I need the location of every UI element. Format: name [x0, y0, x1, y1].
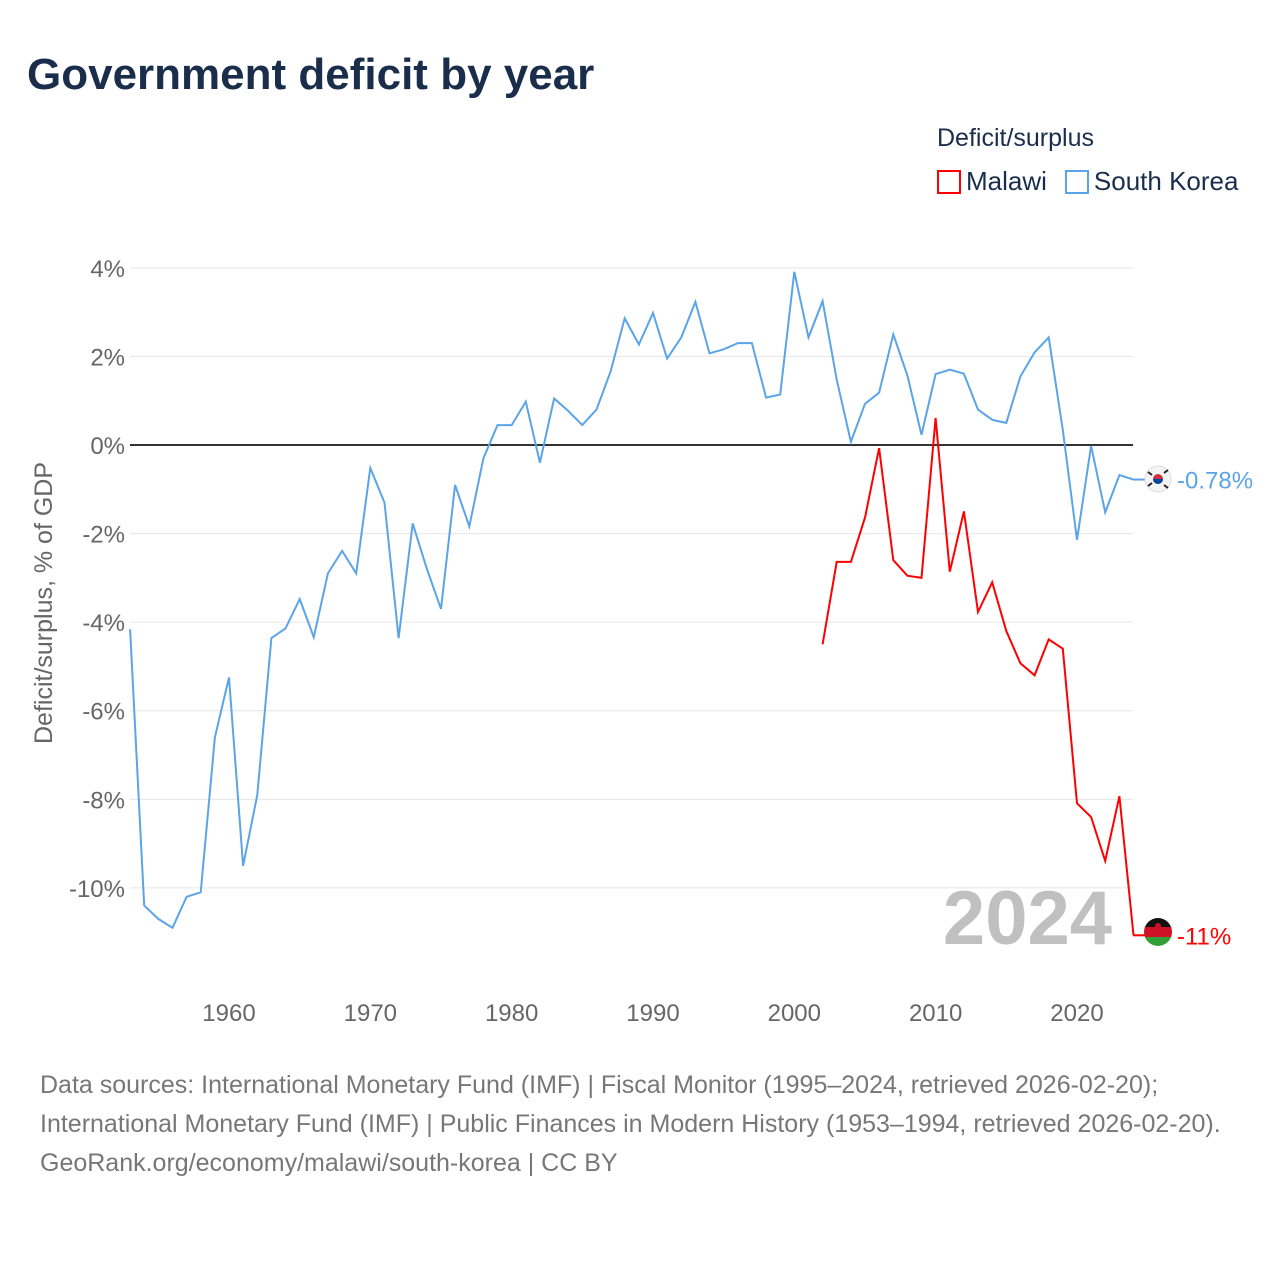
y-tick-label: -8% [82, 787, 125, 814]
x-tick-label: 2000 [768, 1000, 821, 1027]
y-tick-label: -6% [82, 699, 125, 726]
chart-title: Government deficit by year [27, 50, 595, 99]
y-tick-label: -4% [82, 610, 125, 637]
line-chart: 4% 2% 0% -2% -4% -6% -8% -10% 1960 1970 1980 1990 20… [30, 256, 1253, 1027]
x-tick-label: 1980 [485, 1000, 538, 1027]
series-line-malawi [821, 417, 1135, 936]
year-watermark: 2024 [943, 876, 1112, 961]
x-tick-label: 2020 [1050, 1000, 1103, 1027]
y-tick-label: -2% [82, 522, 125, 549]
legend-item-south-korea[interactable]: South Korea [1064, 166, 1239, 197]
legend: Malawi South Korea [937, 166, 1238, 197]
south-korea-flag-icon [1144, 465, 1172, 493]
y-tick-label: 0% [90, 433, 125, 460]
y-axis-label: Deficit/surplus, % of GDP [30, 462, 58, 744]
legend-title: Deficit/surplus [937, 124, 1094, 152]
x-tick-label: 1970 [344, 1000, 397, 1027]
end-label-malawi: -11% [1177, 923, 1231, 950]
legend-item-malawi[interactable]: Malawi [937, 166, 1047, 197]
end-label-south-korea: -0.78% [1177, 468, 1253, 495]
legend-swatch-malawi [937, 169, 961, 194]
malawi-flag-icon [1144, 918, 1172, 946]
series-line-south-korea [129, 271, 1134, 930]
x-tick-label: 2010 [909, 1000, 962, 1027]
data-sources: Data sources: International Monetary Fun… [40, 1071, 1221, 1138]
y-tick-label: -10% [69, 876, 125, 903]
legend-swatch-south-korea [1064, 169, 1089, 194]
y-tick-label: 4% [90, 256, 125, 283]
legend-label: Malawi [966, 166, 1047, 196]
footer: Data sources: International Monetary Fun… [40, 1066, 1240, 1183]
y-tick-label: 2% [90, 344, 125, 371]
x-tick-label: 1990 [626, 1000, 679, 1027]
credit-link[interactable]: GeoRank.org/economy/malawi/south-korea |… [40, 1149, 618, 1177]
legend-label: South Korea [1093, 166, 1239, 196]
x-tick-label: 1960 [202, 1000, 255, 1027]
